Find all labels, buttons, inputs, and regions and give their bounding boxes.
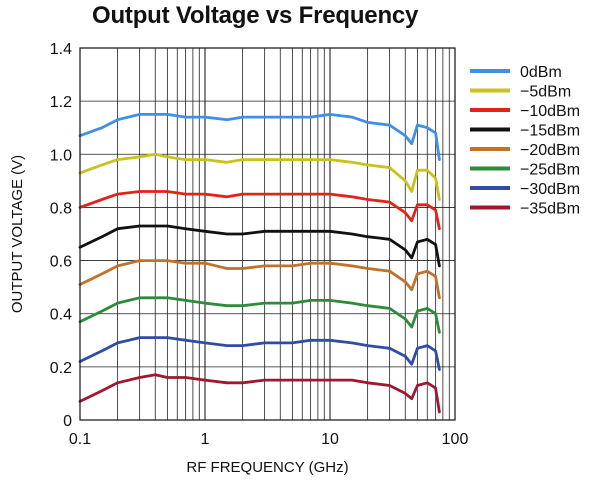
x-tick-label: 0.1 (69, 431, 91, 448)
y-tick-label: 0.8 (50, 200, 72, 217)
series-line (78, 113, 441, 162)
legend-label: −30dBm (520, 181, 580, 198)
series-line (78, 259, 441, 300)
y-axis-label: OUTPUT VOLTAGE (V) (9, 155, 26, 313)
y-tick-label: 1.2 (50, 94, 72, 111)
y-tick-label: 0 (63, 413, 72, 430)
legend-label: −10dBm (520, 103, 580, 120)
series-line (78, 152, 441, 201)
legend-label: −15dBm (520, 123, 580, 140)
series-line (78, 373, 441, 414)
plot-frame (79, 47, 456, 421)
y-tick-label: 1.4 (50, 41, 72, 58)
series-line (78, 190, 441, 231)
legend-label: −35dBm (520, 201, 580, 218)
y-tick-label: 1.0 (50, 147, 72, 164)
x-axis-label: RF FREQUENCY (GHz) (186, 459, 348, 476)
legend-label: 0dBm (520, 64, 562, 81)
series-line (78, 296, 441, 334)
series-line (78, 336, 441, 371)
legend-label: −5dBm (520, 84, 571, 101)
x-tick-label: 1 (201, 431, 210, 448)
series-lines (78, 113, 441, 414)
legend-label: −20dBm (520, 142, 580, 159)
x-tick-label: 100 (442, 431, 469, 448)
series-line (78, 224, 441, 268)
tick-labels: 0 0.2 0.4 0.6 0.8 1.0 1.2 1.4 0.1 1 10 100 (50, 41, 469, 448)
y-tick-label: 0.6 (50, 254, 72, 271)
legend: 0dBm −5dBm −10dBm −15dBm −20dBm −25dBm −30dBm −… (470, 64, 580, 218)
grid (80, 48, 455, 420)
x-tick-label: 10 (321, 431, 339, 448)
y-tick-label: 0.2 (50, 360, 72, 377)
legend-label: −25dBm (520, 162, 580, 179)
y-tick-label: 0.4 (50, 307, 72, 324)
chart-title: Output Voltage vs Frequency (92, 2, 419, 29)
